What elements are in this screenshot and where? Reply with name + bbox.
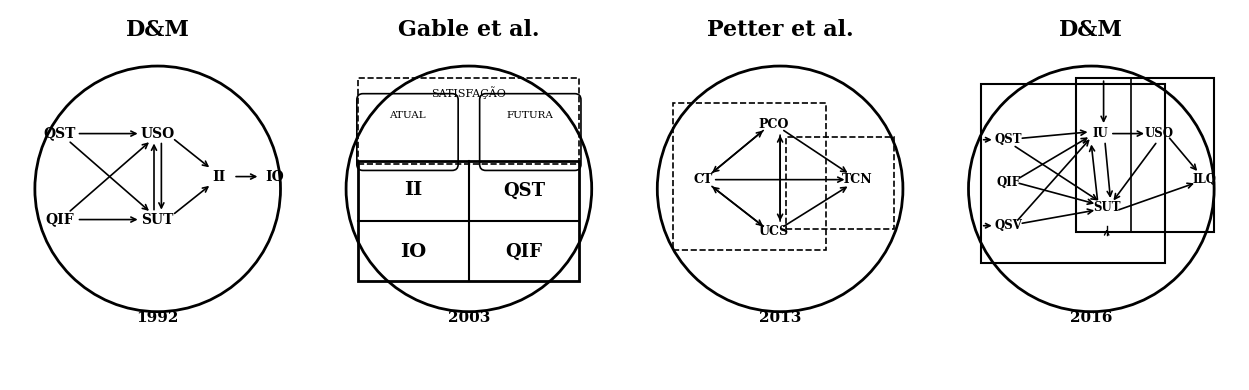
- Text: II: II: [212, 170, 226, 184]
- Text: QSV: QSV: [994, 219, 1023, 232]
- Text: SUT: SUT: [1093, 201, 1120, 214]
- Text: USO: USO: [141, 127, 175, 140]
- Text: QIF: QIF: [506, 243, 542, 261]
- Text: FUTURA: FUTURA: [507, 111, 553, 120]
- Text: CT: CT: [693, 173, 713, 186]
- Text: 2003: 2003: [447, 311, 490, 325]
- Text: SUT: SUT: [141, 213, 174, 227]
- Text: IO: IO: [401, 243, 427, 261]
- Text: UCS: UCS: [759, 225, 789, 238]
- Text: 1992: 1992: [136, 311, 179, 325]
- Title: Gable et al.: Gable et al.: [398, 20, 540, 41]
- Title: Petter et al.: Petter et al.: [707, 20, 853, 41]
- Text: 2013: 2013: [759, 311, 802, 325]
- Text: PCO: PCO: [759, 118, 789, 131]
- Text: TCN: TCN: [842, 173, 872, 186]
- Text: II: II: [405, 181, 422, 199]
- Text: IO: IO: [265, 170, 284, 184]
- Text: QST: QST: [44, 127, 76, 140]
- Text: SATISFAÇÃO: SATISFAÇÃO: [431, 86, 506, 99]
- Text: QIF: QIF: [45, 213, 74, 227]
- Text: USO: USO: [1144, 127, 1173, 140]
- Title: D&M: D&M: [126, 20, 190, 41]
- Text: QIF: QIF: [997, 176, 1020, 189]
- Text: QST: QST: [503, 181, 545, 199]
- Text: IU: IU: [1093, 127, 1108, 140]
- Text: 2016: 2016: [1070, 311, 1113, 325]
- Title: D&M: D&M: [1059, 20, 1123, 41]
- Text: ILQ: ILQ: [1193, 173, 1217, 186]
- Text: QST: QST: [994, 133, 1022, 146]
- Text: ATUAL: ATUAL: [390, 111, 426, 120]
